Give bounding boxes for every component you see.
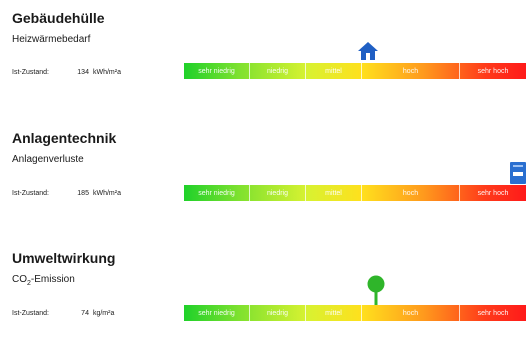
section-subtitle: Heizwärmebedarf [12,34,91,45]
scale-segment-niedrig: niedrig [250,185,306,201]
subtitle-rest: -Emission [30,274,75,285]
status-line: Ist-Zustand: 185 kWh/m²a [12,190,121,197]
scale-segment-hoch: hoch [362,63,460,79]
tree-icon [367,275,385,305]
scale-segment-niedrig: niedrig [250,63,306,79]
status-line: Ist-Zustand: 74 kg/m²a [12,310,114,317]
scale-segment-sehr-niedrig: sehr niedrig [184,305,250,321]
section-subtitle: Anlagenverluste [12,154,84,165]
subtitle-main: CO [12,274,27,285]
section-subtitle: CO2-Emission [12,274,75,287]
section-umweltwirkung: Umweltwirkung CO2-Emission sehr niedrig … [0,250,526,340]
house-icon [358,42,378,60]
rating-scale: sehr niedrig niedrig mittel hoch sehr ho… [184,305,526,321]
scale-segment-hoch: hoch [362,185,460,201]
heating-system-icon [510,162,526,184]
scale-segment-sehr-hoch: sehr hoch [477,189,509,197]
subtitle-sub: 2 [27,280,31,287]
scale-segment-mittel: mittel [306,185,362,201]
status-value: 74 [81,310,89,317]
status-line: Ist-Zustand: 134 kWh/m²a [12,69,121,76]
status-label: Ist-Zustand: [12,310,49,317]
status-unit: kg/m²a [92,310,115,317]
section-title: Umweltwirkung [12,250,116,266]
scale-segment-mittel: mittel [306,63,362,79]
status-unit: kWh/m²a [92,69,121,76]
section-title: Gebäudehülle [12,10,105,26]
status-label: Ist-Zustand: [12,69,49,76]
rating-scale: sehr niedrig niedrig mittel hoch sehr ho… [184,185,526,201]
rating-scale: sehr niedrig niedrig mittel hoch sehr ho… [184,63,526,79]
section-title: Anlagentechnik [12,130,117,146]
status-label: Ist-Zustand: [12,190,49,197]
scale-segment-sehr-hoch: sehr hoch [477,309,509,317]
scale-segment-niedrig: niedrig [250,305,306,321]
scale-segment-sehr-niedrig: sehr niedrig [184,185,250,201]
section-gebaeudehuelle: Gebäudehülle Heizwärmebedarf sehr niedri… [0,10,526,100]
scale-segment-sehr-niedrig: sehr niedrig [184,63,250,79]
status-unit: kWh/m²a [92,190,121,197]
scale-segment-sehr-hoch: sehr hoch [477,67,509,75]
status-value: 185 [77,190,89,197]
section-anlagentechnik: Anlagentechnik Anlagenverluste sehr nied… [0,130,526,220]
scale-segment-hoch: hoch [362,305,460,321]
scale-segment-mittel: mittel [306,305,362,321]
status-value: 134 [77,69,89,76]
